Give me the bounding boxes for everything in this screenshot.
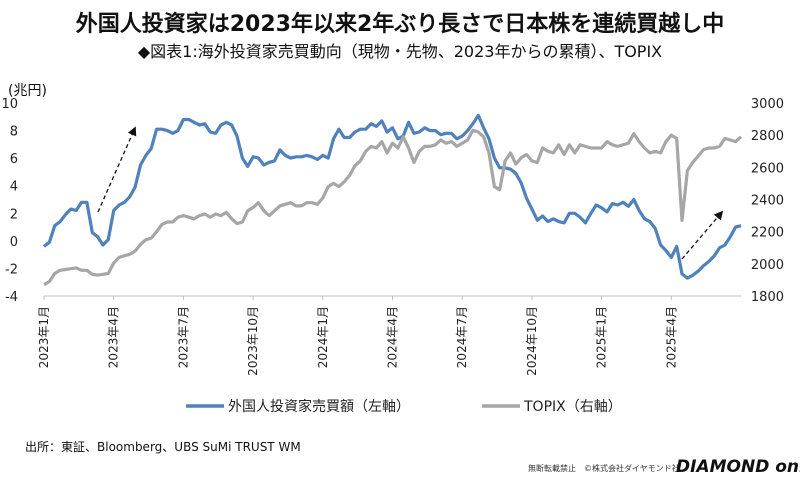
x-axis-tick-label: 2023年1月 xyxy=(37,306,51,368)
left-axis-tick-label: 8 xyxy=(10,125,18,140)
topix-line xyxy=(43,128,743,287)
left-axis-tick-label: 10 xyxy=(1,97,18,112)
foreign-investor-line xyxy=(43,113,742,280)
left-axis-tick-label: 6 xyxy=(10,152,18,167)
x-axis-tick-label: 2023年4月 xyxy=(107,306,121,368)
right-axis-tick-label: 2200 xyxy=(751,226,784,241)
x-axis-tick-label: 2023年10月 xyxy=(246,306,260,376)
chart-title: 外国人投資家は2023年以来2年ぶり長さで日本株を連続買越し中 xyxy=(75,12,725,37)
legend-label-foreign-investor: 外国人投資家売買額（左軸） xyxy=(228,398,410,415)
legend-label-topix: TOPIX（右軸） xyxy=(523,399,622,415)
chart-subtitle: ◆図表1:海外投資家売買動向（現物・先物、2023年からの累積）、TOPIX xyxy=(137,42,663,61)
left-axis-unit: (兆円) xyxy=(8,83,47,99)
left-axis-tick-label: 4 xyxy=(10,180,18,195)
left-axis-tick-label: 2 xyxy=(10,207,18,222)
x-axis-tick-label: 2025年4月 xyxy=(664,306,678,368)
left-axis-tick-label: 0 xyxy=(10,235,18,250)
right-axis-tick-label: 2400 xyxy=(751,194,784,209)
copyright-note: 無断転載禁止 ©株式会社ダイヤモンド社 xyxy=(528,464,680,473)
right-axis-tick-label: 2800 xyxy=(751,129,784,144)
x-axis-tick-label: 2024年4月 xyxy=(386,306,400,368)
right-axis-tick-label: 3000 xyxy=(751,97,784,112)
trend-arrow-2023 xyxy=(97,126,137,213)
x-axis-tick-label: 2024年10月 xyxy=(525,306,539,376)
right-axis-tick-label: 2000 xyxy=(751,258,784,273)
x-axis-tick-label: 2025年1月 xyxy=(595,306,609,368)
right-axis-tick-label: 2600 xyxy=(751,161,784,176)
x-axis-tick-label: 2024年1月 xyxy=(316,306,330,368)
publisher-logo: DIAMOND online xyxy=(676,457,800,477)
trend-arrow-2025 xyxy=(681,210,724,260)
right-axis-tick-label: 1800 xyxy=(751,290,784,305)
x-axis-tick-label: 2024年7月 xyxy=(455,306,469,368)
x-axis-tick-label: 2023年7月 xyxy=(176,306,190,368)
left-axis-tick-label: -4 xyxy=(5,290,18,305)
left-axis-tick-label: -2 xyxy=(5,262,18,277)
source-note: 出所：東証、Bloomberg、UBS SuMi TRUST WM xyxy=(25,440,301,454)
